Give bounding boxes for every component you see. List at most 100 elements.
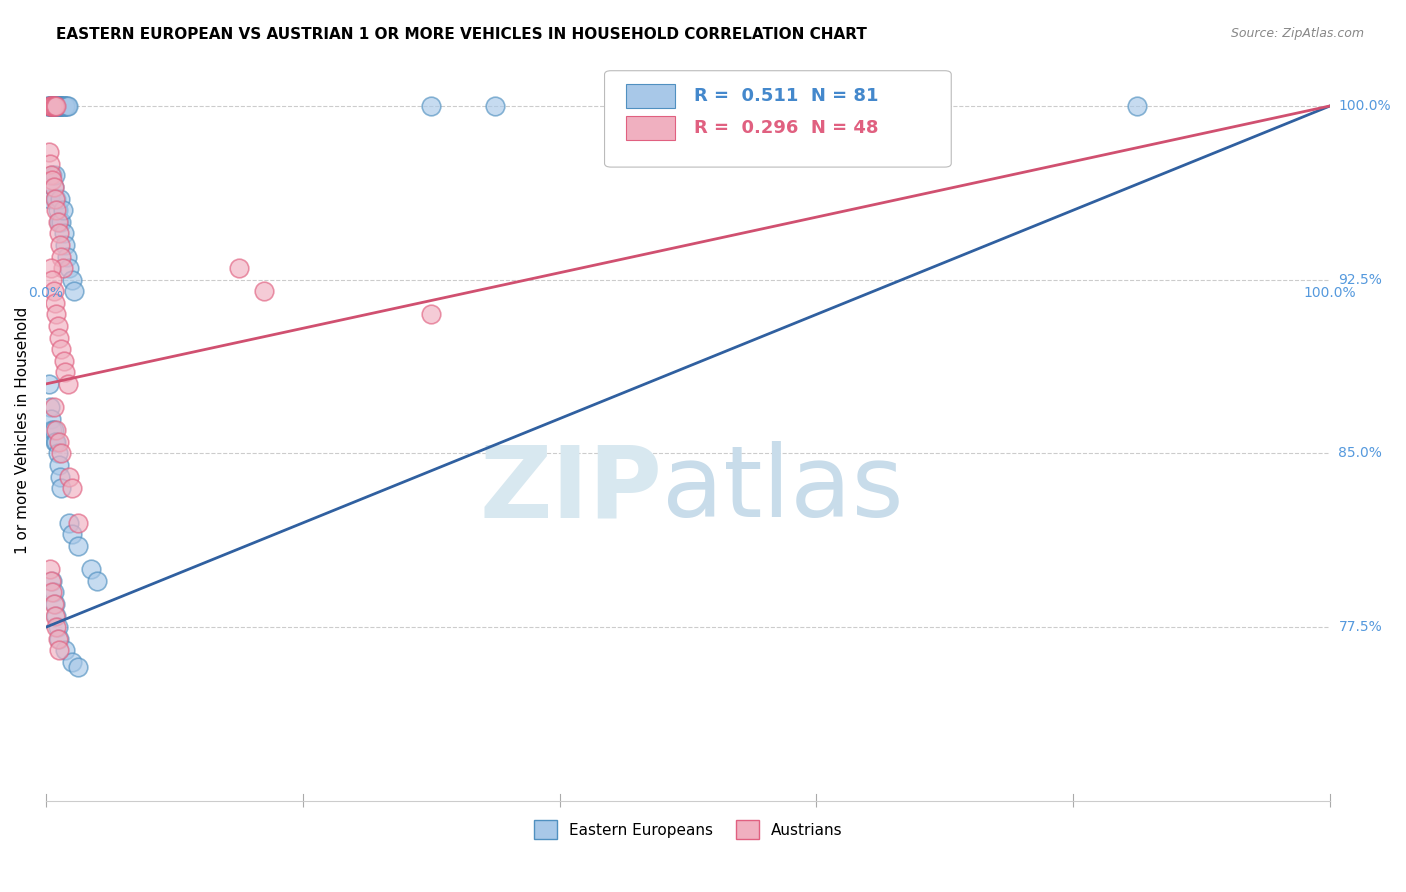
- Point: [42, 180, 65, 194]
- Point: [46, 620, 69, 634]
- Point: [80, 562, 103, 576]
- Point: [67, 539, 90, 553]
- Point: [51, 215, 73, 229]
- Point: [67, 659, 90, 673]
- Point: [37, 99, 59, 113]
- Point: [52, 227, 75, 241]
- Point: [42, 99, 65, 113]
- Text: EASTERN EUROPEAN VS AUSTRIAN 1 OR MORE VEHICLES IN HOUSEHOLD CORRELATION CHART: EASTERN EUROPEAN VS AUSTRIAN 1 OR MORE V…: [56, 27, 868, 42]
- Point: [39, 99, 62, 113]
- Point: [45, 99, 67, 113]
- Point: [420, 307, 443, 321]
- Point: [484, 99, 506, 113]
- Point: [48, 227, 70, 241]
- Point: [38, 376, 60, 391]
- Point: [48, 99, 70, 113]
- Point: [38, 99, 60, 113]
- Point: [45, 434, 67, 449]
- Point: [38, 99, 60, 113]
- Point: [44, 597, 66, 611]
- Point: [44, 192, 66, 206]
- Point: [41, 423, 63, 437]
- Point: [420, 99, 443, 113]
- Point: [38, 157, 60, 171]
- Point: [46, 203, 69, 218]
- Point: [58, 261, 80, 276]
- Point: [53, 99, 76, 113]
- Point: [46, 99, 69, 113]
- Point: [39, 169, 62, 183]
- Point: [58, 516, 80, 530]
- Point: [44, 608, 66, 623]
- Y-axis label: 1 or more Vehicles in Household: 1 or more Vehicles in Household: [15, 307, 30, 554]
- Point: [44, 295, 66, 310]
- FancyBboxPatch shape: [626, 116, 675, 140]
- Text: 85.0%: 85.0%: [1339, 446, 1382, 460]
- Point: [38, 99, 60, 113]
- Point: [48, 215, 70, 229]
- Point: [52, 99, 75, 113]
- Point: [51, 99, 73, 113]
- FancyBboxPatch shape: [626, 84, 675, 108]
- FancyBboxPatch shape: [605, 70, 952, 167]
- Point: [41, 99, 63, 113]
- Point: [53, 238, 76, 252]
- Point: [38, 145, 60, 160]
- Point: [38, 99, 60, 113]
- Point: [44, 434, 66, 449]
- Point: [49, 99, 72, 113]
- Point: [52, 353, 75, 368]
- Point: [42, 400, 65, 414]
- Point: [49, 192, 72, 206]
- Legend: Eastern Europeans, Austrians: Eastern Europeans, Austrians: [527, 814, 849, 845]
- Text: 0.0%: 0.0%: [28, 285, 63, 300]
- Point: [44, 169, 66, 183]
- Point: [86, 574, 108, 588]
- Point: [53, 365, 76, 379]
- Point: [45, 608, 67, 623]
- Point: [39, 99, 62, 113]
- Point: [51, 446, 73, 460]
- Point: [44, 99, 66, 113]
- Point: [51, 99, 73, 113]
- Point: [42, 597, 65, 611]
- Text: R =  0.296  N = 48: R = 0.296 N = 48: [695, 119, 879, 136]
- Point: [48, 99, 70, 113]
- Point: [56, 99, 79, 113]
- Point: [53, 643, 76, 657]
- Point: [46, 632, 69, 646]
- Point: [42, 99, 65, 113]
- Point: [49, 238, 72, 252]
- Point: [46, 99, 69, 113]
- Point: [38, 192, 60, 206]
- Point: [41, 574, 63, 588]
- Point: [228, 261, 250, 276]
- Point: [51, 342, 73, 356]
- Point: [46, 446, 69, 460]
- Point: [44, 99, 66, 113]
- Point: [1126, 99, 1149, 113]
- Point: [42, 99, 65, 113]
- Text: 100.0%: 100.0%: [1339, 99, 1391, 113]
- Point: [48, 330, 70, 344]
- Point: [45, 620, 67, 634]
- Point: [39, 574, 62, 588]
- Point: [49, 99, 72, 113]
- Point: [60, 655, 83, 669]
- Point: [51, 250, 73, 264]
- Text: 100.0%: 100.0%: [1303, 285, 1357, 300]
- Point: [56, 376, 79, 391]
- Point: [51, 481, 73, 495]
- Point: [41, 585, 63, 599]
- Point: [55, 250, 77, 264]
- Point: [48, 434, 70, 449]
- Point: [38, 400, 60, 414]
- Point: [60, 273, 83, 287]
- Point: [39, 411, 62, 425]
- Point: [48, 99, 70, 113]
- Point: [60, 527, 83, 541]
- Text: 77.5%: 77.5%: [1339, 620, 1382, 634]
- Text: ZIP: ZIP: [479, 441, 662, 538]
- Point: [41, 273, 63, 287]
- Point: [39, 261, 62, 276]
